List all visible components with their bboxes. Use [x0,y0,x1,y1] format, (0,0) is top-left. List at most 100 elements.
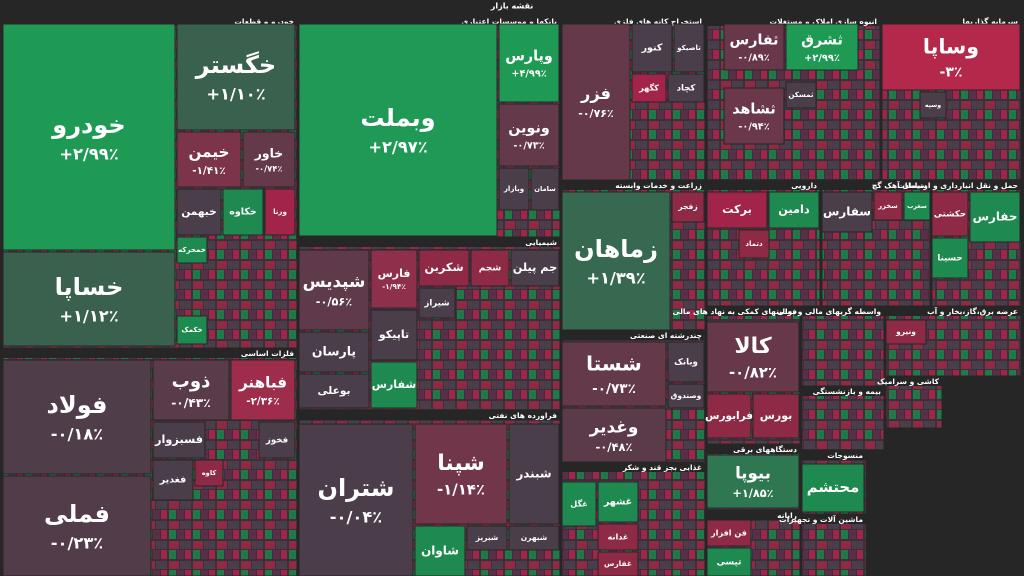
stock-name: دتماد [745,239,763,248]
stock-change: +۴/۹۹٪ [511,69,546,80]
stock-name: تپسی [717,558,742,568]
stock-tile [298,373,370,409]
stock-name: بورس [760,409,793,422]
stock-change: -۰/۸۲٪ [729,363,777,381]
stock-name: فولاد [47,391,108,419]
stock-name: محتشم [807,479,860,496]
stock-name: غدانه [608,532,629,542]
stock-name: شستا [586,352,642,376]
stock-tile [903,191,931,221]
stock-tile [597,523,639,551]
sector-header [562,182,705,190]
stock-name: فملی [44,500,110,528]
stock-name: کچاد [677,84,696,94]
stock-change: -۲/۳۶٪ [246,395,279,407]
stock-name: وبملت [360,104,435,132]
stock-name: وبازار [503,184,524,193]
stock-name: تاپیکو [378,328,409,341]
stock-name: غشهر [603,497,632,508]
stock-tile [752,393,800,439]
stock-tile [931,191,969,237]
stock-tile [152,459,194,501]
stock-tile [222,188,264,236]
sector-header [299,412,560,420]
map-title: نقشه بازار [490,2,534,11]
stock-name: شبندر [515,467,551,482]
stock-change: -۱/۹۴٪ [382,282,406,291]
stock-change: -۱/۱۴٪ [437,480,485,498]
stock-name: خمحرکه [178,245,206,254]
stock-change: +۲/۹۷٪ [368,138,427,157]
stock-name: شکربن [424,261,463,274]
stock-tile [667,341,705,383]
stock-tile [706,519,752,547]
sector-header [562,332,705,340]
sector-title: سرمایه گذاریها [962,17,1018,26]
stock-tile [673,23,705,73]
stock-change: -۰/۹۴٪ [738,122,769,133]
stock-name: ثشرق [801,33,843,49]
stock-tile [873,191,903,221]
sector-header [822,182,930,190]
stock-name: فارس [378,267,411,280]
stock-name: وسپه [925,102,941,109]
sector-title: حمل و نقل انبارداری و ارتباطات [897,181,1018,190]
stock-tile [508,423,560,525]
stock-change: -۰/۵۶٪ [316,296,352,309]
stock-name: فزر [580,84,611,103]
stock-tile [176,236,208,264]
stock-tile [370,309,418,361]
stock-tile [298,423,414,576]
stock-tile [530,167,560,211]
stock-name: خگستر [195,51,276,79]
stock-change: -۰/۷۶٪ [578,107,613,120]
sector-header [3,350,297,358]
sector-header [802,452,866,460]
stock-name: کنور [641,43,663,54]
sector-title: غذایی بجز قند و شکر [622,463,702,472]
stock-tile [152,359,230,421]
stock-name: ونوین [508,121,549,137]
sector-title: فلزات اساسی [241,349,294,358]
stock-tile [671,191,705,223]
stock-tile [723,87,785,145]
stock-tile [370,249,418,309]
stock-change: -۰/۸۹٪ [738,53,769,64]
stock-tile [631,23,673,73]
stock-tile [230,359,296,421]
sector-header [707,182,820,190]
sector-header [707,18,880,26]
stock-name: پارسان [312,344,356,359]
stock-tile [631,73,667,103]
sector-header [802,516,866,524]
sector-title: سیمان آهک گچ [872,180,927,190]
stock-tile [264,188,296,236]
stock-name: ورنا [273,207,287,216]
stock-tile [298,23,498,237]
sector-header [802,388,884,396]
stock-tile [498,23,560,103]
stock-change: +۱/۳۹٪ [586,269,645,288]
stock-tile [919,91,947,119]
stock-name: حفارس [973,210,1018,225]
sector-title: کاشی و سرامیک [877,377,940,386]
stock-name: بوعلی [318,385,351,397]
stock-tile [821,191,873,233]
stock-name: وبانک [674,358,698,368]
sector-header [882,18,1021,26]
stock-tile [561,481,597,527]
stock-name: فرابورس [705,410,753,422]
stock-tile [470,249,510,287]
stock-name: کگهر [638,83,659,94]
stock-name: شبهرن [521,533,547,542]
stock-name: وساپا [923,35,979,59]
stock-name: حکشتی [934,210,966,220]
stock-name: خبهمن [181,206,216,218]
stock-tile [466,525,508,551]
stock-tile [418,287,456,319]
stock-name: شبریز [475,533,499,542]
stock-tile [176,315,208,345]
stock-tile [969,191,1021,243]
stock-tile [561,407,667,463]
stock-tile [801,463,865,513]
